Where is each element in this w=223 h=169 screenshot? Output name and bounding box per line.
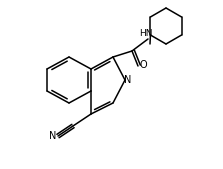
Text: N: N <box>124 75 132 85</box>
Text: O: O <box>139 60 147 70</box>
Text: HN: HN <box>139 30 153 39</box>
Text: N: N <box>49 131 57 141</box>
